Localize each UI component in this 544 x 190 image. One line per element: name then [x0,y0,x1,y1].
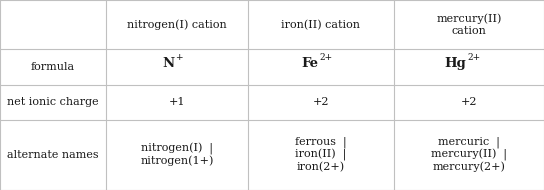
Text: mercury(II)  |: mercury(II) | [431,149,507,161]
Text: nitrogen(I) cation: nitrogen(I) cation [127,19,227,30]
Text: Fe: Fe [301,57,318,70]
Text: iron(2+): iron(2+) [297,162,345,172]
Text: +2: +2 [313,97,329,107]
Text: ferrous  |: ferrous | [295,137,347,148]
Text: +2: +2 [461,97,478,107]
Text: formula: formula [31,62,75,72]
Text: iron(II) cation: iron(II) cation [281,20,361,30]
Text: mercury(II)
cation: mercury(II) cation [436,14,502,36]
Text: mercury(2+): mercury(2+) [433,162,505,173]
Text: +1: +1 [169,97,185,107]
Text: +: + [175,53,183,62]
Text: 2+: 2+ [468,53,481,62]
Text: nitrogen(I)  |: nitrogen(I) | [141,143,213,155]
Text: mercuric  |: mercuric | [438,137,500,148]
Text: Hg: Hg [445,57,467,70]
Text: N: N [162,57,174,70]
Text: nitrogen(1+): nitrogen(1+) [140,156,213,166]
Text: 2+: 2+ [319,53,332,62]
Text: iron(II)  |: iron(II) | [295,149,347,161]
Text: alternate names: alternate names [7,150,99,160]
Text: net ionic charge: net ionic charge [7,97,99,107]
